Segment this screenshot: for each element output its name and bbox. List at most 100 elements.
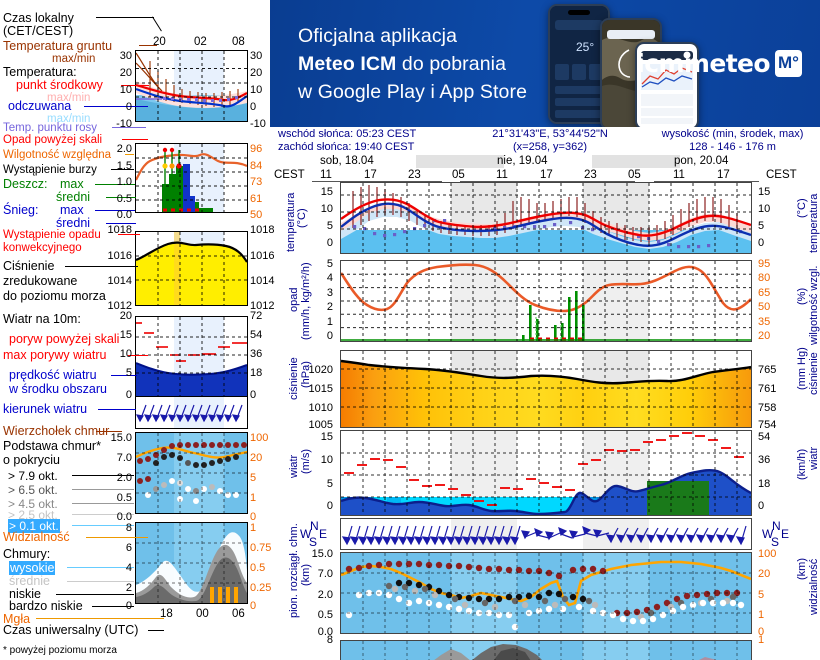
legend-wind-title: Wiatr na 10m: [3,312,81,326]
compass-n-left: N [310,519,319,533]
mini-fog-tick-0: 0 [125,600,132,612]
temperature-plot [340,182,752,254]
press-tick-1010: 1010 [308,402,333,414]
legend-snow-label: Śnieg: [3,203,39,217]
cest-label-left: CEST [274,169,305,181]
mini-pressure-chart [135,231,248,306]
legend-cloud-top: Wierzchołek chmur [3,424,110,438]
legend-gust-over: poryw powyżej skali [9,332,120,346]
legend-panel: 20 02 08 18 00 06 Czas lokalny (CET/CEST… [0,0,274,660]
wind-tick-0: 0 [326,500,333,512]
hour-label-9: 17 [717,169,730,181]
vis-tick-1: 1 [758,609,765,621]
mini-hour-06: 06 [232,608,245,620]
legend-okt-25: > 2.5 okt. [8,508,58,522]
mini-cloudbase-chart [135,432,248,514]
mini-vis-tick-5: 5 [250,472,257,484]
day-underline-sat [312,181,442,182]
sun-times: wschód słońca: 05:23 CEST zachód słońca:… [278,128,416,154]
mini-wind-tick-5: 5 [125,367,132,379]
svg-text:25°: 25° [576,40,594,54]
legend-ground-temp-2: max/min [52,53,96,65]
mini-press-tick-1012: 1012 [107,300,132,312]
compass-s-left: S [309,535,318,549]
mini-precip-tick-05: 0.5 [116,193,132,205]
mini-hour-02: 02 [194,36,207,48]
banner-text: Oficjalna aplikacja Meteo ICM do pobrani… [298,22,527,106]
mini-temp-rtick-30: 30 [250,50,263,62]
night-band-2 [592,155,680,168]
mini-temp-rtick-0: 0 [250,101,257,113]
press-tick-1015: 1015 [308,383,333,395]
temp-tick-10: 10 [320,203,333,215]
mini-fog-tick-6: 6 [125,542,132,554]
hum-tick-95: 95 [758,258,771,270]
temp-rtick-15: 15 [758,186,771,198]
mini-cloud-tick-150: 15.0 [110,432,132,444]
wind-tick-15: 15 [320,431,333,443]
compass-e-left: E [319,527,328,541]
precip-tick-0: 0 [326,330,333,342]
day-underline-mon [654,181,759,182]
mini-fog-tick-4: 4 [125,562,132,574]
legend-snow-max: max [60,203,84,217]
legend-okt-45: > 4.5 okt. [8,497,58,511]
precip-tick-1: 1 [326,316,333,328]
elevation: wysokość (min, środek, max) 128 - 146 - … [645,128,820,154]
legend-local-time-2: (CET/CEST) [3,24,74,38]
mini-wind-rtick-36: 36 [250,348,263,360]
pressure-plot [340,350,752,428]
mini-vis-tick-100: 100 [250,432,269,444]
precip-axis-label-right-1: (%) [796,287,808,305]
mini-wind-chart [135,316,248,398]
legend-pressure-2: zredukowane [3,274,78,288]
mini-fog-rtick-05: 0.5 [250,562,266,574]
mini-fog-rtick-1: 1 [250,522,257,534]
mini-hum-tick-73: 73 [250,176,263,188]
legend-conv-2: konwekcyjnego [3,242,82,254]
cloud-tick-20: 2.0 [317,589,333,601]
mini-hour-18: 18 [160,608,173,620]
press-tick-1020: 1020 [308,364,333,376]
cloud-tick-150: 15.0 [311,548,333,560]
legend-temp-title: Temperatura: [3,65,77,79]
wind-axis-label-right-2: wiatr [808,446,820,470]
hum-tick-20: 20 [758,330,771,342]
mini-fog-chart [135,522,248,604]
legend-ground-temp-1: Temperatura gruntu [3,39,113,53]
legend-okt-01: > 0.1 okt. [8,519,60,533]
icmmeteo-logo: icmmeteo M° [617,48,802,78]
compass-w-right: W [762,527,774,541]
wind-tick-5: 5 [326,478,333,490]
precip-axis-label-right-2: wilgotność wzgl. [808,265,820,345]
mini-wind-rtick-18: 18 [250,367,263,379]
vis-tick-100: 100 [758,548,777,560]
hour-label-8: 11 [673,169,685,181]
compass-w-left: W [300,527,312,541]
fog-rtick-1: 1 [758,634,765,646]
logo-badge: M° [775,49,802,77]
mini-press-tick-1018: 1018 [107,224,132,236]
mini-precip-tick-15: 1.5 [116,160,132,172]
legend-utc: Czas uniwersalny (UTC) [3,623,139,637]
mini-wind-rtick-54: 54 [250,329,263,341]
grid-text: (x=258, y=362) [513,141,587,153]
night-band-1 [416,155,504,168]
legend-visibility: Widzialność [3,530,70,544]
day-underline-sun [460,181,635,182]
cloud-tick-70: 7.0 [317,568,333,580]
temp-tick-5: 5 [326,220,333,232]
hour-label-7: 05 [628,169,641,181]
mini-temp-rtick--10: -10 [250,118,266,130]
app-promo-banner[interactable]: Oficjalna aplikacja Meteo ICM do pobrani… [270,0,820,127]
mini-precip-chart [135,143,248,213]
date-header: sob, 18.04 nie, 19.04 pon, 20.04 CEST 11… [270,155,820,183]
wind-tick-10: 10 [320,454,333,466]
legend-wind-speed-1: prędkość wiatru [9,368,97,382]
compass-e-right: E [781,527,790,541]
mini-cloud-tick-00: 0.0 [116,511,132,523]
day-label-sat: sob, 18.04 [320,155,374,167]
compass-s-right: S [771,535,780,549]
press-rtick-765: 765 [758,364,777,376]
wind-rtick-54: 54 [758,431,771,443]
